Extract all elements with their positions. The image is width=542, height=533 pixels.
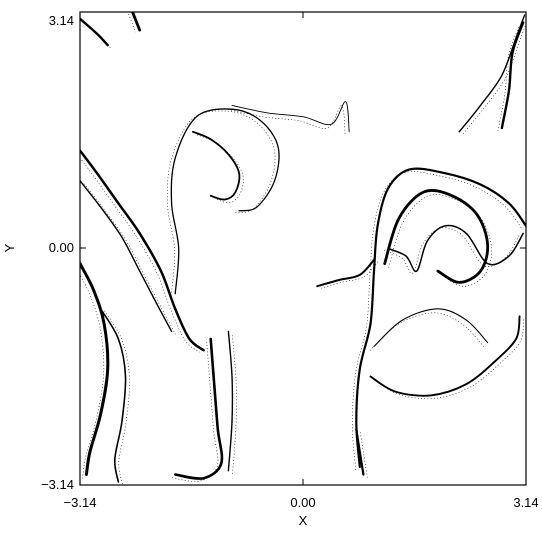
speckle-filament-bottom-spike xyxy=(171,341,219,482)
filament-top-left-corner-2 xyxy=(131,12,142,32)
speckle-hook-upper-tail xyxy=(227,105,346,136)
y-tick-label-min: −3.14 xyxy=(41,477,74,492)
filament-right-swirl-mid xyxy=(387,224,524,273)
speckle-right-swirl-outer xyxy=(351,171,523,470)
y-tick-label-max: 3.14 xyxy=(49,13,74,28)
filament-right-lower-loop-2 xyxy=(373,308,489,347)
y-axis-label: Y xyxy=(2,243,17,252)
speckle-right-top-corner-2 xyxy=(497,25,520,132)
filament-right-top-corner-2 xyxy=(500,21,525,130)
filament-right-bottom-vertical xyxy=(355,428,365,476)
filament-filament-left-inner xyxy=(80,180,173,333)
series-layer xyxy=(80,12,526,485)
filament-right-swirl-inner xyxy=(383,189,490,284)
speckle-right-lower-loop xyxy=(374,319,524,400)
x-axis-label: X xyxy=(299,513,308,528)
filament-hook-upper-centre xyxy=(170,108,280,295)
speckle-centre-dash xyxy=(321,261,379,289)
speckle-right-top-corner xyxy=(462,23,526,134)
filament-filament-bottom-spike xyxy=(173,337,224,480)
x-tick-label-mid: 0.00 xyxy=(290,495,315,510)
filament-filament-left-edge-2 xyxy=(99,308,127,483)
speckle-filament-left-edge-2 xyxy=(104,310,130,485)
speckle-filament-left-edge xyxy=(80,274,105,479)
speckle-hook-upper-centre xyxy=(167,110,276,296)
filament-hook-upper-centre-inner xyxy=(192,130,241,201)
speckle-top-left-corner-2 xyxy=(128,13,136,33)
x-tick-label-min: −3.14 xyxy=(64,495,97,510)
speckle-right-swirl-mid xyxy=(384,227,520,274)
speckle-hook-upper-centre-inner xyxy=(196,134,244,203)
filament-hook-upper-tail xyxy=(231,101,350,133)
speckle-right-bottom-vertical xyxy=(360,432,368,478)
filament-filament-left-edge xyxy=(80,262,110,476)
filament-right-swirl-outer xyxy=(355,167,526,468)
filament-filament-bottom-spike-2 xyxy=(227,330,234,472)
y-tick-label-mid: 0.00 xyxy=(49,240,74,255)
speckle-filament-bottom-spike-2 xyxy=(232,335,237,475)
x-tick-label-max: 3.14 xyxy=(513,495,538,510)
speckle-top-left-corner xyxy=(83,22,112,50)
plot-area xyxy=(80,12,526,485)
filament-filament-left-diagonal xyxy=(80,149,205,352)
filament-centre-dash xyxy=(316,258,375,288)
filament-right-lower-loop xyxy=(369,315,521,397)
